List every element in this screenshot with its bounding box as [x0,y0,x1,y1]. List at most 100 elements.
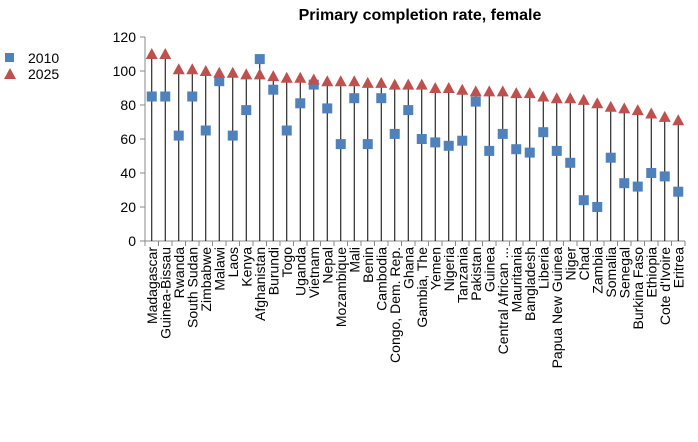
x-tick-label: Mozambique [333,247,349,327]
x-tick-label: Madagascar [144,247,160,324]
marker [376,93,387,104]
y-tick-label: 0 [128,233,136,249]
marker [375,76,388,88]
marker [321,75,334,87]
x-tick-label: Zambia [589,247,605,294]
x-tick-label: Nepal [319,247,335,284]
marker [645,107,658,119]
x-tick-label: Liberia [535,247,551,289]
marker [187,91,198,102]
marker [227,130,238,141]
x-tick-label: Somalia [603,247,619,298]
legend-label: 2025 [28,66,59,82]
x-tick-label: Ethiopia [643,247,659,298]
marker [658,110,671,122]
x-tick-label: Afghanistan [252,247,268,321]
y-tick-label: 60 [120,131,136,147]
marker [430,137,441,148]
x-tick-label: Nigeria [441,247,457,292]
marker [619,178,630,189]
x-tick-label: Togo [279,247,295,278]
marker [524,147,535,158]
marker [442,82,455,93]
marker [443,140,454,151]
marker [672,114,685,126]
marker [145,48,158,59]
marker [604,100,617,112]
marker [523,87,536,99]
marker [240,68,253,80]
marker [172,63,185,75]
marker [335,139,346,150]
x-tick-label: Gambia, The [414,247,430,328]
x-tick-label: Uganda [292,247,308,296]
marker [294,71,307,83]
marker [307,73,320,85]
marker [267,70,280,82]
marker [457,135,468,146]
marker [496,85,509,97]
marker [199,65,212,76]
marker [470,96,481,107]
x-tick-label: Cambodia [373,247,389,311]
y-tick-label: 100 [113,63,137,79]
marker [280,71,293,83]
marker [186,63,199,75]
x-tick-label: Papua New Guinea [549,247,565,369]
marker [334,75,347,87]
x-tick-label: Chad [576,247,592,280]
marker [389,128,400,139]
x-tick-label: Niger [562,247,578,281]
x-tick-label: Cote d'Ivoire [657,247,673,325]
marker [497,128,508,139]
marker [565,157,576,168]
x-tick-label: Ghana [400,247,416,289]
x-tick-label: Eritrea [670,247,686,288]
marker [484,145,495,156]
legend-marker [4,68,16,79]
marker [348,75,361,87]
marker [510,87,523,99]
x-tick-label: Malawi [211,247,227,291]
marker [361,76,374,88]
marker [646,168,657,178]
marker [362,139,373,150]
marker [308,79,319,90]
marker [551,145,562,156]
x-tick-label: Rwanda [171,247,187,299]
marker [618,102,631,114]
marker [659,171,670,182]
y-tick-label: 20 [120,199,136,215]
marker [281,125,292,136]
x-tick-label: Guinea [481,247,497,292]
x-tick-label: Tanzania [454,247,470,303]
marker [550,92,563,104]
y-tick-label: 80 [120,97,136,113]
x-tick-label: Vietnam [306,247,322,298]
x-tick-label: Bangladesh [522,247,538,321]
marker [592,202,603,212]
x-tick-label: Guinea-Bissau [157,247,173,339]
marker [241,105,252,116]
marker [254,54,265,65]
marker [416,134,427,144]
marker [295,98,306,109]
x-tick-label: Laos [225,247,241,277]
marker [456,83,469,95]
marker [429,82,442,93]
x-tick-label: Yemen [427,247,443,290]
x-tick-label: Pakistan [468,247,484,301]
marker [469,85,482,97]
marker [577,93,590,105]
legend-marker [5,53,14,62]
x-tick-label: Central African ... [495,247,511,354]
marker [349,93,360,104]
marker [253,68,266,80]
legend-label: 2010 [28,50,59,66]
y-tick-label: 40 [120,165,136,181]
marker [213,66,226,78]
marker [160,91,171,102]
x-tick-label: Congo, Dem. Rep. [387,247,403,363]
marker [214,76,225,87]
